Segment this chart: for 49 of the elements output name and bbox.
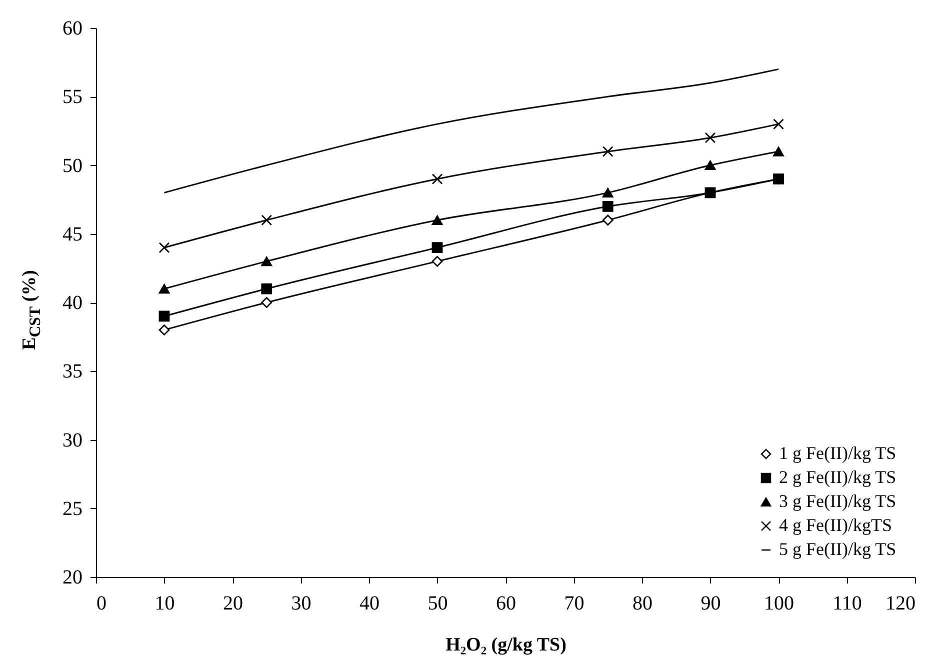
y-tick-label: 20 [62,566,82,588]
point [261,283,272,294]
y-tick-label: 50 [62,154,82,177]
point [261,256,272,266]
point [158,324,170,336]
point [432,242,443,254]
x-tick-label: 120 [886,592,916,614]
point [704,132,716,144]
x-tick-label: 90 [700,592,721,614]
y-tick-label: 55 [62,86,82,108]
x-tick-label: 80 [632,592,652,614]
point [704,160,716,170]
x-tick-label: 0 [96,592,106,614]
point [432,256,443,267]
y-tick-label: 35 [62,360,82,383]
point [773,118,784,130]
legend-label: 3 g Fe(II)/kg TS [779,491,896,511]
point [602,214,614,226]
y-tick-label: 45 [62,223,82,246]
point [602,146,614,157]
y-tick-label: 40 [62,292,82,314]
x-tick-label: 70 [564,592,584,614]
x-tick-label: 10 [154,592,175,614]
point [261,214,272,226]
point [158,310,170,322]
point [158,242,170,254]
legend-label: 4 g Fe(II)/kgTS [779,515,892,535]
y-tick-label: 30 [62,429,82,452]
x-tick-label: 40 [360,592,380,614]
line-series [164,68,780,194]
x-tick-label: 50 [428,592,448,614]
x-tick-label: 30 [291,592,312,614]
x-tick-label: 20 [223,592,243,614]
point [773,146,784,156]
point [261,297,272,308]
legend-label: 2 g Fe(II)/kg TS [779,467,896,487]
x-tick-label: 110 [832,592,862,614]
legend-label: 1 g Fe(II)/kg TS [779,443,896,463]
point [432,215,443,225]
x-tick-label: 60 [496,592,516,614]
y-tick-label: 60 [62,18,82,40]
x-tick-label: 100 [764,592,794,614]
y-tick-label: 25 [62,498,82,520]
point [158,284,170,294]
point [602,200,614,212]
x-axis-title: H₂O₂ (g/kg TS) [446,634,566,656]
point [602,188,614,198]
legend-label: 5 g Fe(II)/kg TS [779,539,896,559]
point [432,174,443,184]
